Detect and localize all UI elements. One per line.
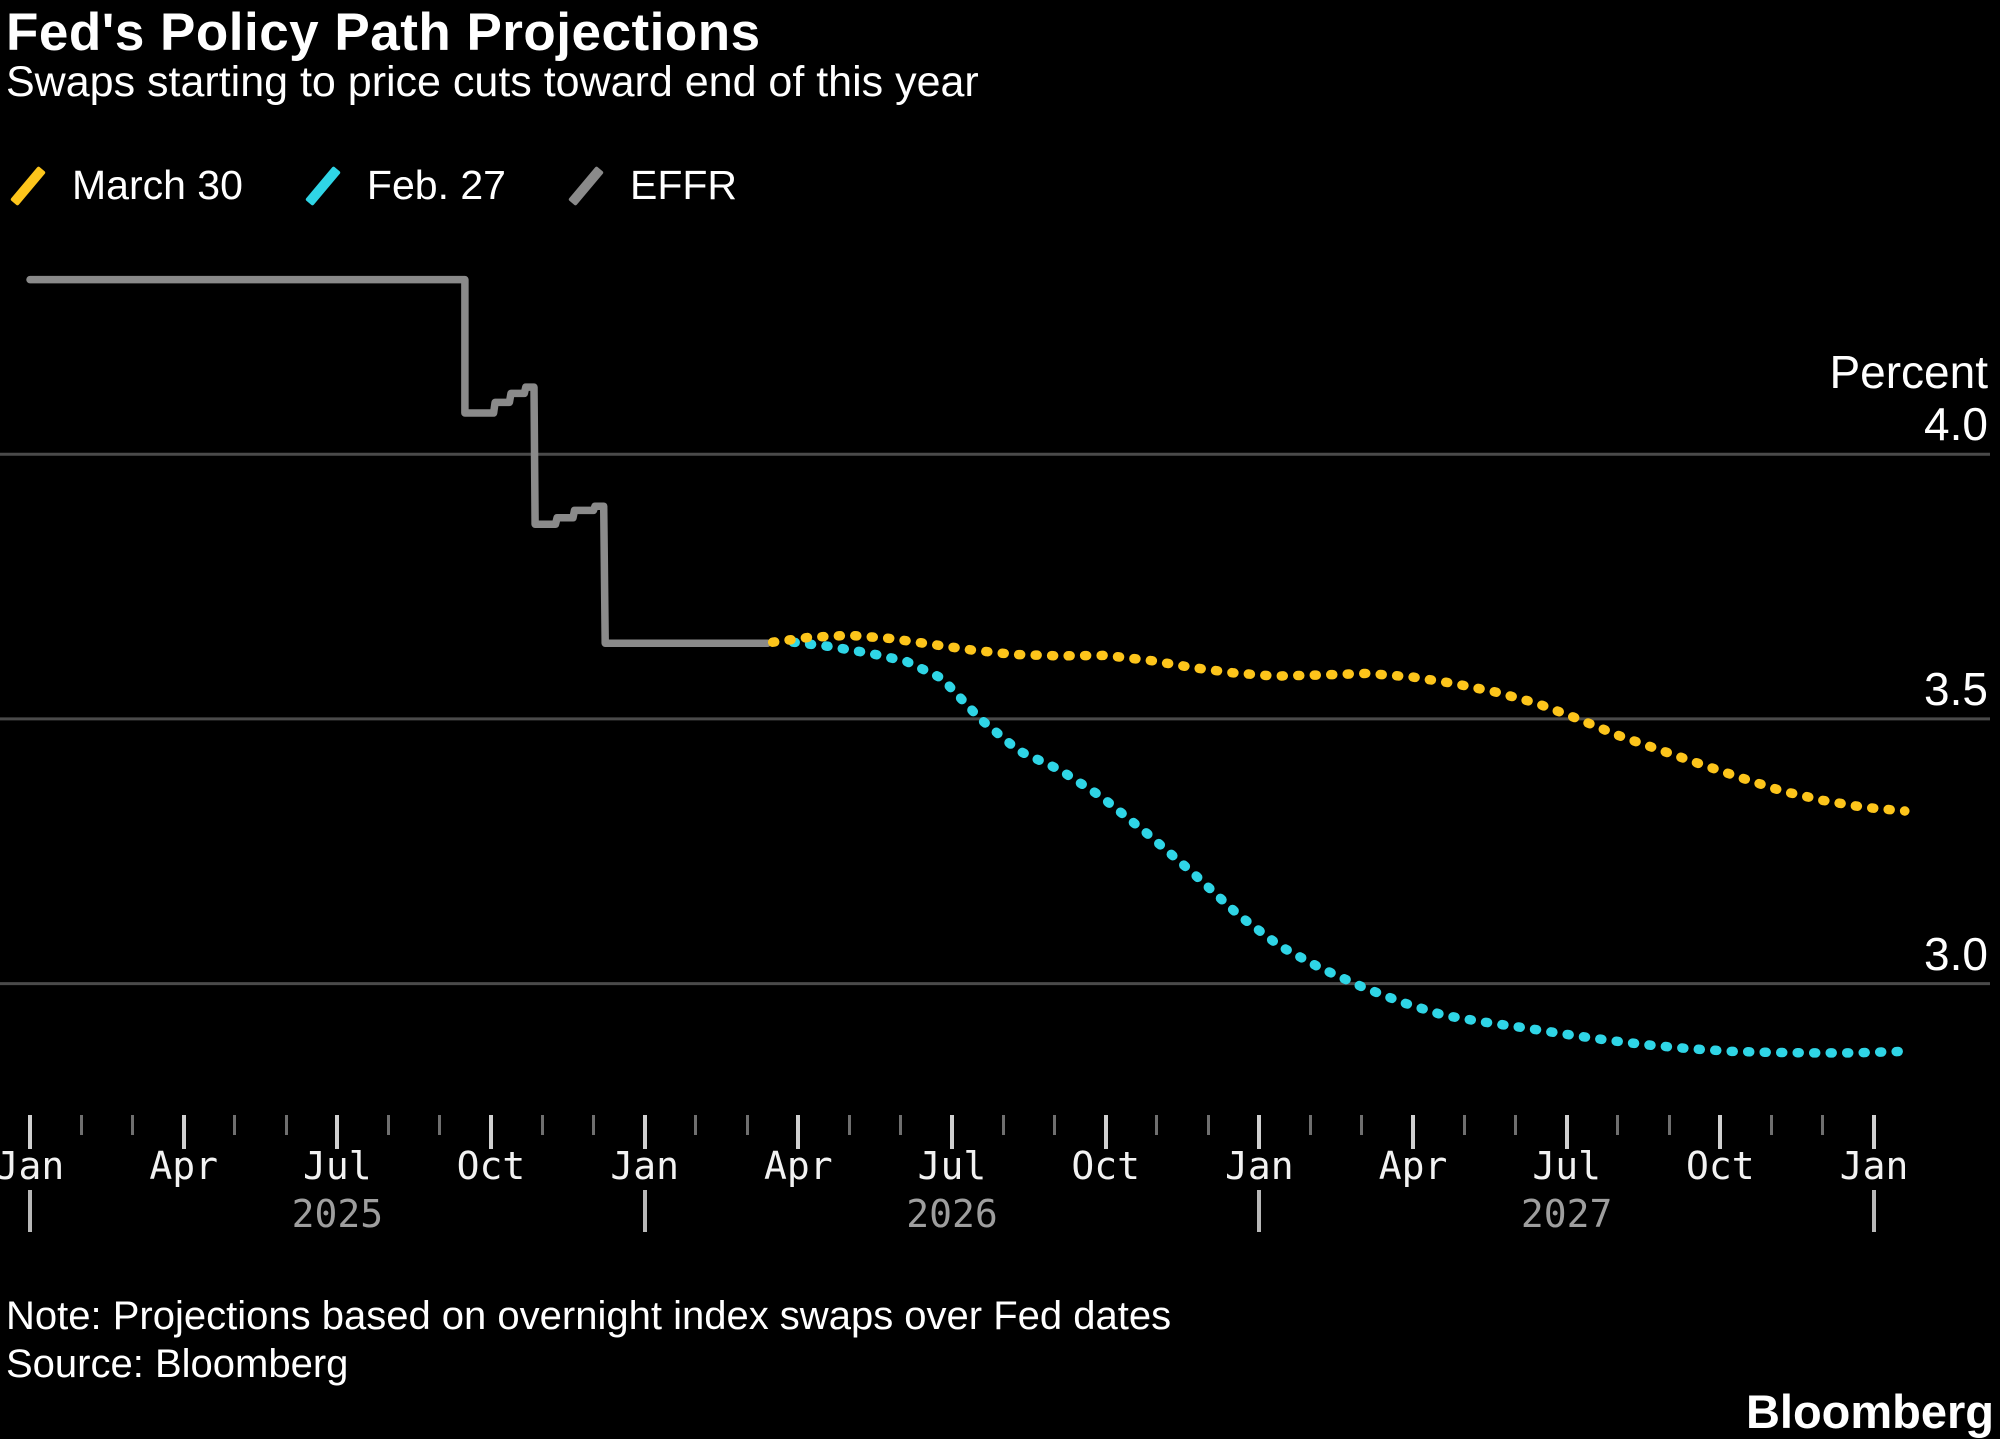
source-credit: Source: Bloomberg [6,1342,349,1386]
x-tick-minor [1001,1115,1005,1135]
legend-item-effr: EFFR [564,162,737,209]
x-tick-label: Oct [1686,1144,1755,1188]
x-tick-minor [848,1115,852,1135]
x-tick-major [335,1115,340,1149]
x-tick-label: Apr [1378,1144,1448,1188]
x-tick-major [181,1115,186,1149]
x-tick-label: Apr [764,1144,833,1188]
x-tick-minor [694,1115,698,1135]
legend-label: March 30 [72,162,243,208]
x-tick-label: Jan [610,1144,679,1188]
y-tick-label: 3.5 [1924,662,1988,715]
x-tick-major [1257,1115,1262,1149]
bloomberg-logo: Bloomberg [1745,1385,1994,1438]
x-tick-major [1103,1115,1108,1149]
y-tick-label: 3.0 [1924,927,1988,980]
year-divider [28,1190,32,1232]
x-tick-minor [79,1115,83,1135]
x-tick-minor [233,1115,237,1135]
x-tick-major [1872,1115,1877,1149]
x-tick-major [1411,1115,1416,1149]
y-tick-label: 4.0 [1924,398,1988,451]
x-tick-minor [1206,1115,1210,1135]
x-tick-minor [540,1115,544,1135]
footnote: Note: Projections based on overnight ind… [6,1294,1172,1338]
slash-icon [567,165,604,206]
x-tick-label: Apr [149,1144,218,1188]
x-tick-label: Oct [456,1144,526,1188]
series-line-effr [26,275,772,647]
x-tick-minor [899,1115,903,1135]
x-tick-label: Jan [1225,1144,1294,1188]
year-divider [1257,1190,1262,1232]
x-tick-minor [1667,1115,1671,1135]
x-tick-minor [387,1115,391,1135]
x-tick-minor [1052,1115,1056,1135]
legend-item-march-30: March 30 [6,162,243,209]
legend-item-feb-27: Feb. 27 [301,162,506,209]
year-label: 2025 [291,1192,384,1236]
slash-icon [10,165,46,206]
page-title: Fed's Policy Path Projections [6,3,761,62]
x-tick-major [1564,1115,1569,1149]
x-tick-minor [438,1115,442,1135]
x-tick-minor [745,1115,749,1135]
x-tick-label: Jul [303,1144,372,1188]
legend-label: EFFR [629,162,738,208]
x-tick-major [28,1115,32,1149]
series-line-march-30 [767,630,1910,816]
x-tick-major [950,1115,954,1149]
x-tick-minor [1360,1115,1364,1135]
x-tick-minor [1309,1115,1313,1135]
year-divider [1872,1190,1877,1232]
x-tick-minor [130,1115,134,1135]
x-tick-major [489,1115,493,1149]
year-label: 2027 [1520,1192,1613,1236]
x-tick-label: Jul [917,1144,987,1188]
x-tick-minor [1770,1115,1774,1135]
x-tick-minor [284,1115,288,1135]
x-tick-minor [1513,1115,1517,1135]
x-tick-minor [1155,1115,1159,1135]
x-tick-major [796,1115,801,1149]
x-tick-label: Oct [1071,1144,1140,1188]
slash-icon [304,165,341,206]
x-tick-minor [591,1115,595,1135]
year-label: 2026 [906,1192,998,1236]
x-tick-label: Jan [0,1144,65,1188]
x-tick-major [1718,1115,1723,1149]
y-axis-unit-label: Percent [1829,346,1988,398]
x-tick-minor [1462,1115,1466,1135]
x-tick-label: Jan [1839,1144,1909,1188]
legend-label: Feb. 27 [366,162,506,208]
chart-subtitle: Swaps starting to price cuts toward end … [6,58,979,106]
x-tick-minor [1821,1115,1825,1135]
chart-legend: March 30 Feb. 27 EFFR [6,162,737,209]
series-line-feb-27 [788,637,1910,1058]
year-divider [642,1190,647,1232]
x-tick-label: Jul [1532,1144,1601,1188]
x-tick-minor [1616,1115,1620,1135]
x-tick-major [642,1115,647,1149]
